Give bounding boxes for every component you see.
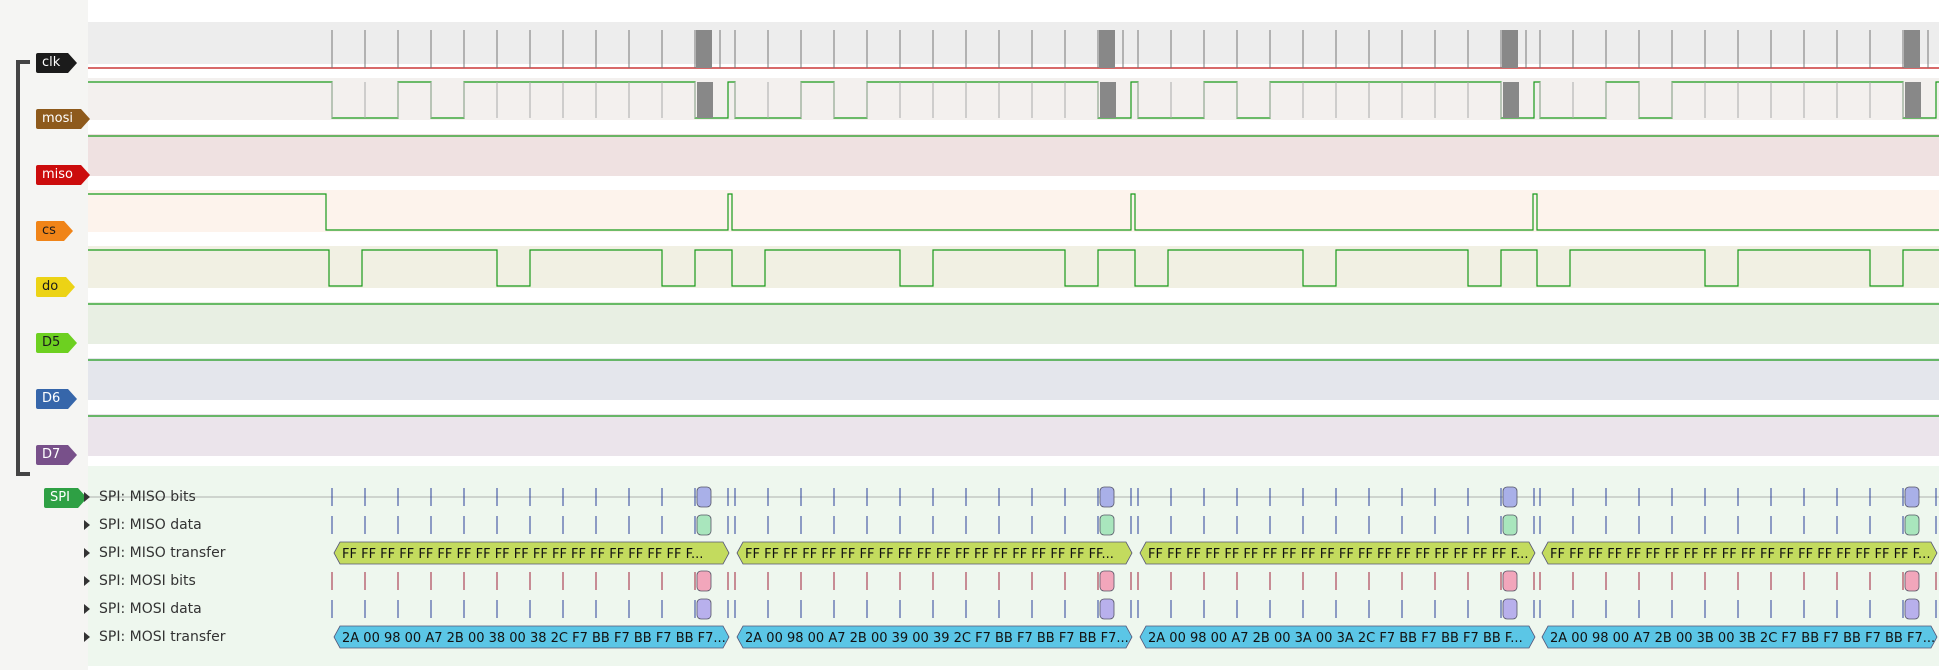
decoder-marker[interactable] — [1502, 514, 1518, 536]
clk-burst — [1099, 30, 1115, 68]
decoder-marker[interactable] — [696, 598, 712, 620]
expand-triangle-icon[interactable] — [84, 548, 90, 558]
decoder-tag-spi[interactable]: SPI — [44, 488, 87, 508]
decoder-transfer-text: FF FF FF FF FF FF FF FF FF FF FF FF FF F… — [745, 547, 1114, 562]
decoder-row-spi-mosi-bits[interactable]: SPI: MOSI bits — [84, 571, 196, 591]
decoder-transfer-annotation[interactable] — [1541, 541, 1938, 565]
channel-tag-miso[interactable]: miso — [36, 165, 91, 185]
decoder-marker[interactable] — [1502, 598, 1518, 620]
decoder-row-label: SPI: MOSI bits — [99, 573, 196, 589]
do-trace — [88, 249, 1939, 287]
cs-trace — [88, 193, 1939, 231]
lane-d5 — [88, 302, 1939, 344]
decoder-transfer-annotation[interactable] — [333, 541, 730, 565]
decoder-marker[interactable] — [696, 570, 712, 592]
mosi-trace — [88, 81, 1939, 119]
mosi-burst — [1503, 82, 1519, 118]
lane-mosi — [88, 78, 1939, 120]
decoder-row-spi-mosi-transfer[interactable]: SPI: MOSI transfer — [84, 627, 225, 647]
expand-triangle-icon[interactable] — [84, 632, 90, 642]
channel-group-bracket — [16, 60, 30, 476]
decoder-marker[interactable] — [1099, 514, 1115, 536]
channel-tag-do[interactable]: do — [36, 277, 76, 297]
lane-cs — [88, 190, 1939, 232]
decoder-marker[interactable] — [1502, 486, 1518, 508]
decoder-row-spi-mosi-data[interactable]: SPI: MOSI data — [84, 599, 202, 619]
decoder-marker[interactable] — [696, 486, 712, 508]
decoder-marker[interactable] — [1904, 570, 1920, 592]
decoder-transfer-text: 2A 00 98 00 A7 2B 00 3A 00 3A 2C F7 BB F… — [1148, 631, 1523, 646]
expand-triangle-icon[interactable] — [84, 520, 90, 530]
decoder-row-label: SPI: MISO data — [99, 517, 202, 533]
decoder-row-spi-miso-transfer[interactable]: SPI: MISO transfer — [84, 543, 225, 563]
decoder-row-label: SPI: MOSI transfer — [99, 629, 226, 645]
decoder-marker[interactable] — [1099, 486, 1115, 508]
decoder-row-label: SPI: MISO transfer — [99, 545, 226, 561]
channel-tag-d5[interactable]: D5 — [36, 333, 78, 353]
decoder-marker[interactable] — [1099, 598, 1115, 620]
channel-tag-d6[interactable]: D6 — [36, 389, 78, 409]
lane-do — [88, 246, 1939, 288]
mosi-burst — [697, 82, 713, 118]
decoder-marker[interactable] — [1904, 486, 1920, 508]
lane-miso — [88, 134, 1939, 176]
mosi-burst — [1100, 82, 1116, 118]
decoder-transfer-text: 2A 00 98 00 A7 2B 00 3B 00 3B 2C F7 BB F… — [1550, 631, 1935, 646]
channel-tag-clk[interactable]: clk — [36, 53, 78, 73]
decoder-marker[interactable] — [1502, 570, 1518, 592]
decoder-transfer-text: FF FF FF FF FF FF FF FF FF FF FF FF FF F… — [1148, 547, 1528, 562]
decoder-marker[interactable] — [696, 514, 712, 536]
decoder-row-spi-miso-data[interactable]: SPI: MISO data — [84, 515, 202, 535]
clk-burst — [696, 30, 712, 68]
expand-triangle-icon[interactable] — [84, 492, 90, 502]
decoder-transfer-annotation[interactable] — [736, 541, 1133, 565]
channel-tag-d7[interactable]: D7 — [36, 445, 78, 465]
decoder-transfer-annotation[interactable] — [1541, 625, 1938, 649]
lane-d6 — [88, 358, 1939, 400]
expand-triangle-icon[interactable] — [84, 576, 90, 586]
decoder-transfer-annotation[interactable] — [736, 625, 1133, 649]
decoder-marker[interactable] — [1904, 514, 1920, 536]
decoder-marker[interactable] — [1904, 598, 1920, 620]
decoder-transfer-text: 2A 00 98 00 A7 2B 00 38 00 38 2C F7 BB F… — [342, 631, 726, 646]
expand-triangle-icon[interactable] — [84, 604, 90, 614]
mosi-burst — [1905, 82, 1921, 118]
clk-burst — [1904, 30, 1920, 68]
decoder-transfer-annotation[interactable] — [1139, 541, 1536, 565]
decoder-transfer-text: FF FF FF FF FF FF FF FF FF FF FF FF FF F… — [1550, 547, 1930, 562]
channel-tag-cs[interactable]: cs — [36, 221, 73, 241]
decoder-transfer-text: FF FF FF FF FF FF FF FF FF FF FF FF FF F… — [342, 547, 703, 562]
decoder-marker[interactable] — [1099, 570, 1115, 592]
decoder-transfer-text: 2A 00 98 00 A7 2B 00 39 00 39 2C F7 BB F… — [745, 631, 1129, 646]
channel-tag-mosi[interactable]: mosi — [36, 109, 91, 129]
lane-clk — [88, 22, 1939, 64]
decoder-row-label: SPI: MISO bits — [99, 489, 196, 505]
decoder-row-spi-miso-bits[interactable]: SPI: MISO bits — [84, 487, 196, 507]
decoder-transfer-annotation[interactable] — [333, 625, 730, 649]
decoder-row-label: SPI: MOSI data — [99, 601, 202, 617]
lane-d7 — [88, 414, 1939, 456]
decoder-transfer-annotation[interactable] — [1139, 625, 1536, 649]
clk-burst — [1502, 30, 1518, 68]
